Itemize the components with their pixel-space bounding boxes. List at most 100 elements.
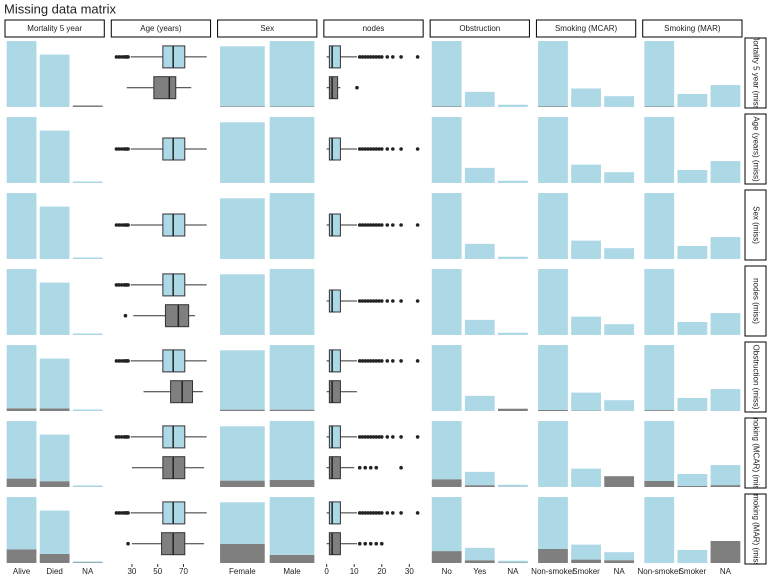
row-header: Sex (miss) (751, 206, 760, 244)
bar-missing (220, 480, 265, 487)
bar-present (269, 41, 315, 107)
bar-present (604, 172, 635, 183)
outlier (377, 299, 381, 303)
outlier (379, 299, 384, 303)
bar-present (431, 117, 462, 183)
bar-missing (6, 408, 37, 411)
bar-missing (464, 485, 495, 487)
bar-present (571, 392, 601, 411)
bar-present (710, 237, 741, 259)
outlier (114, 55, 119, 59)
box (328, 425, 341, 449)
bar-missing (72, 105, 103, 107)
bar-present (497, 180, 528, 183)
row-strip-group: Smoking (MAR) (miss) (751, 489, 760, 570)
bar-missing (604, 476, 635, 487)
bar-missing (604, 560, 635, 563)
x-tick-label: Female (229, 567, 256, 576)
outlier (363, 541, 368, 546)
row-header: Smoking (MCAR) (miss) (751, 410, 760, 497)
outlier (391, 359, 395, 363)
bar-present (538, 269, 568, 335)
outlier (399, 55, 403, 59)
x-tick-label: 30 (127, 567, 136, 576)
outlier (114, 435, 119, 439)
bar-present (571, 316, 601, 335)
bar-present (6, 497, 37, 550)
outlier (366, 147, 370, 151)
bar-present (39, 510, 70, 554)
outlier (123, 313, 128, 318)
outlier (415, 511, 420, 515)
outlier (126, 55, 130, 59)
outlier (357, 541, 362, 546)
bar-present (269, 193, 315, 259)
x-tick-label: Alive (13, 567, 31, 576)
outlier (117, 435, 121, 439)
bar-present (538, 117, 568, 183)
outlier (377, 147, 381, 151)
bar-present (72, 333, 103, 335)
column-header: Smoking (MAR) (664, 24, 721, 33)
bar-present (677, 550, 708, 563)
bar-present (497, 484, 528, 487)
outlier (391, 147, 395, 151)
bar-present (269, 345, 315, 410)
outlier (126, 223, 130, 227)
bar-present (431, 41, 462, 107)
bar-present (538, 497, 568, 549)
outlier (119, 283, 124, 287)
bar-missing (710, 485, 741, 487)
outlier (360, 55, 365, 59)
bar-missing (431, 551, 462, 563)
bar-present (644, 41, 675, 107)
outlier (117, 283, 121, 287)
outlier (374, 541, 379, 546)
column-strip (535, 19, 637, 38)
outlier (126, 511, 130, 515)
bar-present (677, 246, 708, 259)
column-header: Mortality 5 year (27, 24, 82, 33)
column-header: nodes (363, 24, 385, 33)
x-tick-label: Male (283, 567, 301, 576)
bar-present (571, 164, 601, 183)
outlier (119, 147, 124, 151)
row-header: Smoking (MAR) (miss) (751, 489, 760, 570)
outlier (371, 147, 376, 151)
bar-present (571, 240, 601, 259)
row-strip (744, 493, 767, 565)
row-header: Mortality 5 year (miss) (751, 34, 760, 113)
bar-present (39, 130, 70, 183)
bar-present (604, 96, 635, 107)
outlier (415, 359, 420, 363)
outlier (371, 435, 376, 439)
column-header: Obstruction (459, 24, 500, 33)
bar-missing (571, 559, 601, 563)
outlier (363, 511, 368, 515)
outlier (374, 359, 379, 363)
bar-present (497, 332, 528, 335)
bar-present (6, 193, 37, 259)
bar-missing (431, 479, 462, 487)
outlier (377, 435, 381, 439)
x-tick-label: Died (46, 567, 62, 576)
bar-present (6, 269, 37, 335)
bar-present (677, 398, 708, 411)
outlier (377, 223, 381, 227)
bar-present (464, 243, 495, 259)
outlier (357, 299, 362, 303)
bar-present (710, 161, 741, 183)
outlier (379, 147, 384, 151)
outlier (126, 283, 130, 287)
outlier (117, 147, 121, 151)
bar-missing (644, 106, 675, 107)
box (164, 304, 190, 328)
bar-present (464, 547, 495, 561)
outlier (374, 465, 379, 470)
column-strip (323, 19, 424, 38)
bar-missing (710, 541, 741, 563)
bar-present (431, 497, 462, 552)
outlier (357, 435, 362, 439)
outlier (366, 359, 370, 363)
outlier (399, 359, 403, 363)
